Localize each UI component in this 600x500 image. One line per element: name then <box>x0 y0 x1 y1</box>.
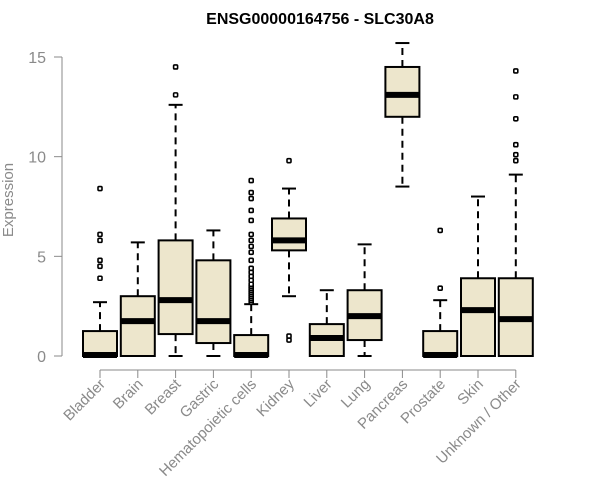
box-group <box>233 177 270 359</box>
outlier-point <box>97 275 103 282</box>
box-group <box>271 157 307 343</box>
box-group <box>157 64 194 357</box>
box-iqr <box>460 277 496 358</box>
box-iqr <box>271 217 307 252</box>
y-tick-label: 10 <box>28 150 46 167</box>
box-group <box>82 185 118 359</box>
outlier-point <box>437 227 444 234</box>
outlier-point <box>97 185 103 192</box>
outlier-point <box>97 237 103 244</box>
x-tick-label: Kidney <box>253 375 298 420</box>
outlier-point <box>512 157 519 164</box>
outlier-point <box>286 157 292 164</box>
outlier-point <box>512 151 519 158</box>
chart-title: ENSG00000164756 - SLC30A8 <box>206 11 434 28</box>
box-iqr <box>119 295 156 358</box>
outlier-point <box>248 257 254 264</box>
box-group <box>346 243 383 357</box>
outlier-point <box>97 263 103 270</box>
box-group <box>460 195 496 358</box>
outlier-point <box>248 189 254 196</box>
outlier-point <box>97 257 103 264</box>
x-tick-label: Skin <box>454 376 487 409</box>
outlier-point <box>248 217 254 224</box>
outlier-point <box>248 249 254 256</box>
outlier-point <box>248 231 254 238</box>
y-tick-label: 15 <box>28 50 46 67</box>
outlier-point <box>248 237 254 244</box>
outlier-point <box>512 68 519 74</box>
box-iqr <box>195 259 232 345</box>
outlier-point <box>248 265 254 272</box>
box-group <box>497 68 534 358</box>
outlier-point <box>172 92 179 98</box>
outlier-point <box>512 115 519 122</box>
outlier-point <box>248 177 254 184</box>
box-iqr <box>82 330 118 358</box>
box-group <box>195 229 232 357</box>
outlier-point <box>248 207 254 214</box>
y-axis-label: Expression <box>0 163 17 237</box>
y-tick-label: 0 <box>37 349 46 366</box>
box-series <box>82 42 534 359</box>
box-group <box>119 241 156 358</box>
outlier-point <box>97 231 103 238</box>
outlier-point <box>512 94 519 100</box>
outlier-point <box>172 64 179 70</box>
outlier-point <box>248 243 254 250</box>
y-axis: 0 5 10 15 <box>28 50 63 366</box>
box-iqr <box>157 239 194 336</box>
x-tick-label: Liver <box>301 376 336 411</box>
y-tick-label: 5 <box>37 249 46 266</box>
box-group <box>308 289 345 357</box>
box-group <box>422 227 459 359</box>
outlier-point <box>286 333 292 339</box>
box-group <box>384 42 421 188</box>
outlier-point <box>512 141 519 148</box>
outlier-point <box>248 195 254 202</box>
outlier-point <box>437 285 444 292</box>
x-tick-label: Bladder <box>60 376 109 425</box>
